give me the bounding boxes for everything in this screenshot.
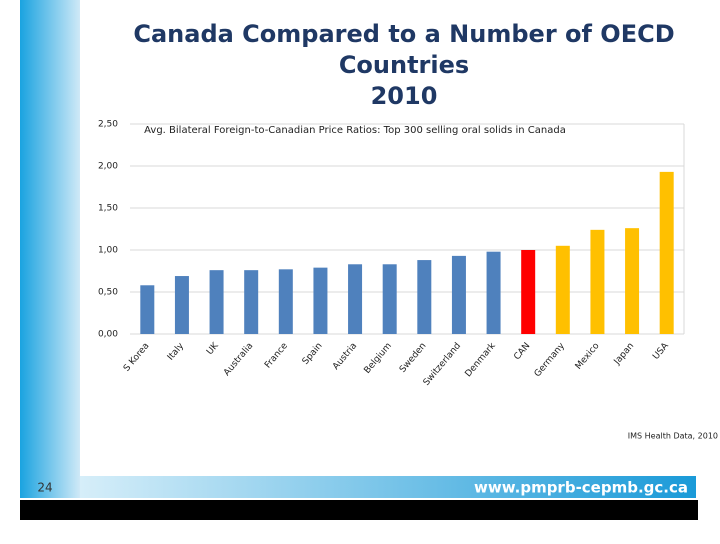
bar bbox=[244, 270, 259, 334]
bar bbox=[140, 285, 155, 334]
bar bbox=[625, 228, 640, 334]
bar bbox=[659, 171, 674, 334]
x-tick-label: USA bbox=[651, 340, 671, 361]
bar bbox=[486, 251, 501, 334]
y-tick-label: 1,50 bbox=[98, 204, 118, 214]
footer-band bbox=[80, 476, 696, 498]
bar bbox=[521, 250, 536, 334]
x-tick-label: S Korea bbox=[122, 341, 152, 374]
x-tick-label: Japan bbox=[612, 341, 636, 367]
footer-url: www.pmprb-cepmb.gc.ca bbox=[474, 479, 688, 497]
y-tick-label: 2,50 bbox=[98, 120, 118, 130]
x-tick-label: Australia bbox=[222, 341, 255, 378]
bar bbox=[313, 267, 328, 334]
y-tick-label: 0,50 bbox=[98, 288, 118, 298]
chart-title: Canada Compared to a Number of OECD bbox=[133, 20, 674, 48]
x-tick-label: Sweden bbox=[398, 341, 429, 375]
x-tick-label: France bbox=[263, 341, 290, 371]
y-tick-label: 1,00 bbox=[98, 246, 118, 256]
x-tick-label: Denmark bbox=[464, 341, 499, 380]
chart-subtitle: Avg. Bilateral Foreign-to-Canadian Price… bbox=[144, 125, 566, 136]
chart-title: Countries bbox=[339, 51, 469, 79]
bar bbox=[382, 264, 397, 334]
x-tick-label: Spain bbox=[301, 341, 325, 367]
page-number: 24 bbox=[37, 481, 52, 495]
y-tick-label: 0,00 bbox=[98, 330, 118, 340]
x-tick-label: Germany bbox=[533, 341, 568, 380]
bar bbox=[590, 229, 605, 334]
x-tick-label: Mexico bbox=[574, 341, 602, 372]
x-tick-label: UK bbox=[205, 340, 221, 357]
bar bbox=[278, 269, 293, 334]
chart-title: 2010 bbox=[371, 82, 438, 110]
bar bbox=[209, 270, 224, 334]
y-tick-label: 2,00 bbox=[98, 162, 118, 172]
x-tick-label: Italy bbox=[166, 341, 187, 363]
source-note: IMS Health Data, 2010 bbox=[628, 432, 718, 441]
x-tick-label: Austria bbox=[331, 341, 359, 372]
side-band bbox=[20, 0, 80, 498]
bar bbox=[348, 264, 363, 334]
bar bbox=[417, 260, 432, 334]
bar bbox=[174, 276, 189, 334]
bar bbox=[451, 255, 466, 334]
footer-bar bbox=[20, 500, 698, 520]
bar bbox=[555, 245, 570, 334]
x-tick-label: CAN bbox=[512, 341, 532, 362]
x-tick-label: Belgium bbox=[363, 341, 394, 376]
